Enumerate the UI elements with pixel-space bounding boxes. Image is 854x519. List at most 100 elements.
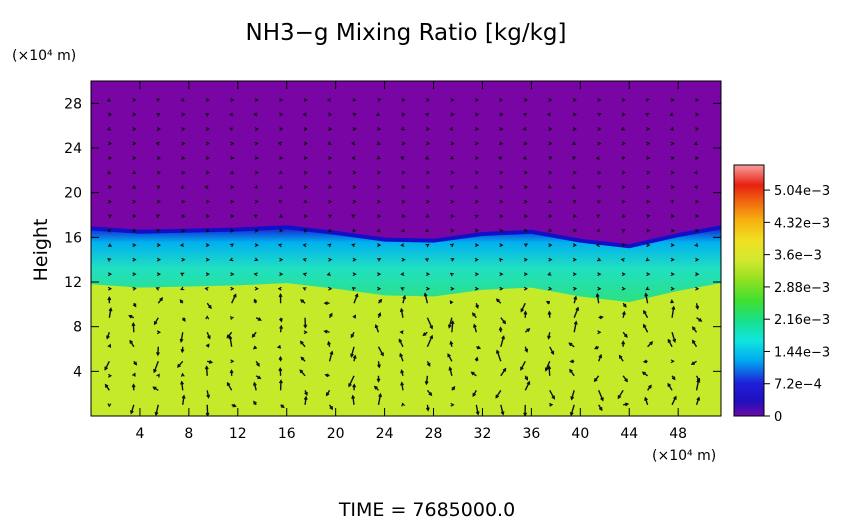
wind-arrow-head: [571, 156, 576, 161]
wind-arrow: [449, 367, 453, 376]
wind-arrow-head: [254, 199, 259, 204]
wind-arrow-head: [425, 407, 430, 412]
wind-arrow-head: [600, 397, 604, 402]
wind-arrow-head: [694, 243, 699, 248]
wind-arrow-head: [470, 371, 475, 376]
wind-arrow-head: [156, 127, 162, 131]
wind-arrow-head: [253, 214, 258, 219]
wind-arrow-head: [524, 376, 528, 381]
wind-arrow-head: [205, 343, 210, 348]
wind-arrow-head: [205, 141, 210, 146]
wind-arrow-head: [523, 412, 528, 416]
wind-arrow-head: [596, 228, 601, 233]
wind-arrow-head: [377, 185, 382, 190]
wind-arrow-head: [303, 156, 308, 161]
wind-arrow-head: [499, 286, 504, 291]
wind-arrow-head: [278, 379, 283, 384]
wind-arrow-head: [181, 127, 186, 132]
wind-arrow-head: [204, 185, 209, 190]
x-tick-label: 12: [229, 426, 247, 442]
wind-arrow-head: [155, 214, 160, 219]
wind-arrow: [399, 353, 404, 362]
wind-arrow-head: [475, 411, 480, 416]
wind-arrow-head: [548, 170, 553, 175]
wind-arrow-head: [499, 97, 504, 102]
wind-arrow-head: [670, 98, 675, 102]
wind-arrow-head: [350, 334, 355, 339]
wind-arrow-head: [400, 287, 405, 291]
wind-arrow-head: [499, 170, 504, 175]
wind-arrow-head: [523, 141, 528, 146]
wind-arrow-head: [324, 373, 329, 378]
wind-arrow-head: [230, 214, 235, 219]
wind-arrow-head: [618, 354, 623, 359]
wind-arrow-head: [327, 170, 333, 175]
wind-arrow: [153, 361, 159, 373]
wind-arrow-head: [181, 112, 186, 117]
wind-arrow-head: [181, 141, 186, 146]
wind-arrow-head: [132, 372, 136, 377]
wind-arrow-head: [154, 411, 159, 416]
wind-arrow-head: [573, 320, 578, 325]
wind-arrow: [398, 339, 404, 348]
wind-arrow-head: [156, 243, 162, 248]
wind-arrow-head: [352, 185, 357, 190]
wind-arrow-head: [253, 112, 258, 117]
wind-arrow-head: [476, 345, 482, 350]
wind-arrow-head: [401, 112, 406, 117]
wind-arrow-head: [230, 185, 235, 190]
wind-arrow-head: [597, 330, 602, 335]
wind-arrow-head: [670, 286, 675, 291]
wind-arrow-head: [129, 339, 134, 344]
wind-arrow-head: [571, 185, 576, 189]
wind-arrow-head: [621, 156, 626, 161]
wind-arrow-head: [471, 312, 476, 317]
wind-arrow-head: [621, 185, 626, 190]
wind-arrow-head: [474, 356, 479, 361]
wind-arrow-head: [646, 156, 651, 161]
colorbar-tick-label: 4.32e−3: [774, 216, 830, 231]
x-tick-label: 44: [620, 426, 638, 442]
wind-arrow-head: [398, 338, 403, 343]
wind-arrow-head: [152, 386, 157, 391]
wind-arrow-head: [599, 315, 604, 320]
wind-arrow-head: [299, 340, 304, 345]
wind-arrow-head: [673, 395, 677, 400]
wind-arrow-head: [181, 317, 186, 322]
wind-arrow-head: [378, 298, 383, 303]
wind-arrow-head: [472, 323, 477, 328]
wind-arrow-head: [621, 98, 626, 102]
wind-arrow-head: [573, 295, 578, 300]
wind-arrow-head: [569, 411, 574, 416]
wind-arrow-head: [450, 320, 455, 325]
wind-arrow: [570, 390, 575, 400]
wind-arrow-head: [303, 330, 308, 335]
wind-arrow-head: [621, 229, 626, 233]
wind-arrow-head: [279, 214, 284, 218]
colorbar-tick-label: 7.2e−4: [774, 378, 822, 393]
wind-arrow-head: [229, 369, 234, 374]
wind-arrow-head: [351, 141, 356, 146]
wind-arrow-head: [548, 141, 553, 146]
y-unit-label: (×10⁴ m): [12, 48, 76, 64]
wind-arrow-head: [229, 127, 234, 132]
wind-arrow-head: [107, 373, 113, 378]
wind-arrow-head: [428, 392, 433, 397]
wind-arrow-head: [693, 141, 698, 146]
wind-arrow-head: [352, 257, 357, 262]
wind-arrow-head: [548, 127, 553, 131]
time-label: TIME = 7685000.0: [338, 499, 515, 519]
wind-arrow-head: [547, 365, 552, 370]
wind-arrow-head: [670, 214, 675, 219]
wind-arrow: [671, 306, 675, 318]
wind-arrow-head: [641, 371, 646, 376]
wind-arrow-head: [550, 350, 555, 355]
wind-arrow-head: [257, 375, 262, 380]
wind-arrow-head: [548, 257, 553, 262]
wind-arrow-head: [572, 170, 577, 175]
wind-arrow-head: [447, 324, 452, 329]
wind-arrow-head: [226, 381, 231, 386]
x-unit-label: (×10⁴ m): [652, 448, 716, 464]
wind-arrow-head: [643, 309, 647, 314]
wind-arrow-head: [326, 272, 331, 276]
